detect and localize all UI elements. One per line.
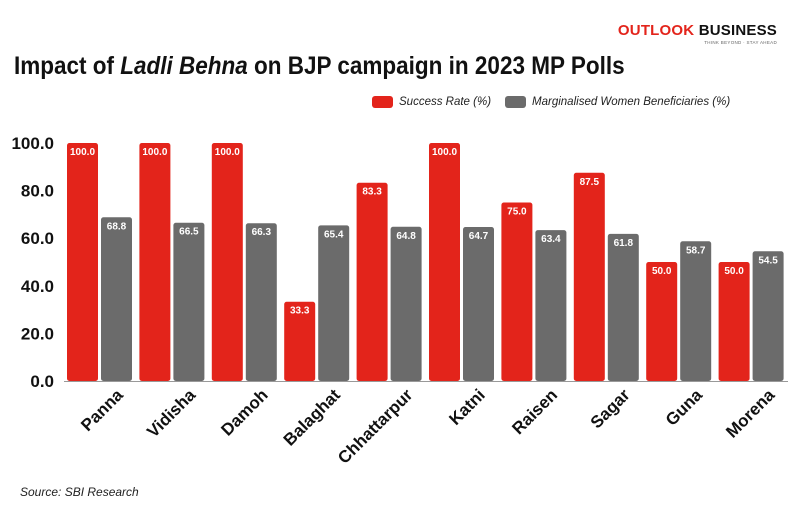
bar-success-rate [573, 172, 605, 381]
bar-success-rate [67, 143, 98, 381]
data-label-success-rate: 100.0 [70, 147, 95, 158]
bar-beneficiaries [463, 227, 494, 381]
title-scheme-name: Ladli Behna [120, 52, 248, 80]
data-label-success-rate: 33.3 [290, 306, 310, 317]
bar-beneficiaries [101, 217, 132, 381]
bar-beneficiaries [607, 233, 639, 381]
brand-tagline: THINK BEYOND · STAY AHEAD [704, 40, 777, 45]
legend-swatch-beneficiaries [505, 96, 527, 108]
x-category-label: Panna [77, 385, 127, 435]
data-label-beneficiaries: 58.7 [686, 245, 706, 256]
data-label-beneficiaries: 66.3 [252, 227, 272, 238]
bar-success-rate [718, 262, 750, 381]
bar-beneficiaries [752, 251, 784, 381]
y-tick-label: 20.0 [21, 324, 54, 343]
title-pre: Impact of [14, 52, 121, 80]
y-tick-label: 40.0 [21, 277, 54, 296]
data-label-success-rate: 100.0 [215, 147, 240, 158]
data-label-success-rate: 75.0 [507, 207, 527, 218]
data-label-success-rate: 83.3 [362, 187, 382, 198]
x-category-label: Chhattarpur [334, 385, 416, 467]
data-label-beneficiaries: 64.7 [469, 231, 489, 242]
data-label-success-rate: 50.0 [724, 266, 744, 277]
data-label-beneficiaries: 68.8 [107, 221, 127, 232]
brand-name-part1: OUTLOOK [617, 22, 695, 39]
bar-success-rate [501, 202, 533, 381]
legend-label-success-rate: Success Rate (%) [399, 96, 492, 108]
x-category-label: Vidisha [143, 385, 199, 441]
x-category-label: Morena [722, 385, 779, 442]
legend-label-beneficiaries: Marginalised Women Beneficiaries (%) [532, 96, 731, 108]
bar-beneficiaries [390, 226, 422, 381]
bar-beneficiaries [173, 222, 205, 381]
brand-name: OUTLOOK BUSINESS [618, 22, 777, 39]
data-label-beneficiaries: 65.4 [324, 229, 344, 240]
bar-success-rate [284, 301, 316, 381]
data-label-success-rate: 100.0 [142, 147, 167, 158]
bar-success-rate [429, 143, 460, 381]
data-label-beneficiaries: 61.8 [614, 238, 634, 249]
legend-swatch-success-rate [372, 96, 393, 108]
bar-beneficiaries [245, 223, 277, 381]
data-label-beneficiaries: 66.5 [179, 227, 199, 238]
source-note: Source: SBI Research [20, 485, 139, 499]
data-label-success-rate: 87.5 [580, 177, 600, 188]
bar-beneficiaries [680, 241, 712, 381]
legend-item-success-rate: Success Rate (%) [372, 96, 491, 108]
y-tick-label: 60.0 [21, 229, 54, 248]
x-category-label: Katni [445, 385, 488, 428]
bar-success-rate [646, 262, 678, 381]
chart-legend: Success Rate (%) Marginalised Women Bene… [372, 96, 744, 108]
data-label-success-rate: 100.0 [432, 147, 457, 158]
data-label-beneficiaries: 63.4 [541, 234, 561, 245]
x-category-label: Balaghat [280, 385, 344, 449]
y-tick-label: 80.0 [21, 182, 54, 201]
brand-logo: OUTLOOK BUSINESS THINK BEYOND · STAY AHE… [618, 22, 777, 45]
y-tick-label: 0.0 [30, 372, 54, 391]
data-label-beneficiaries: 64.8 [396, 231, 416, 242]
x-category-label: Damoh [217, 385, 271, 439]
x-category-label: Raisen [508, 385, 561, 438]
bar-success-rate [139, 143, 171, 381]
bar-beneficiaries [535, 230, 567, 381]
title-post: on BJP campaign in 2023 MP Polls [247, 52, 625, 80]
bar-success-rate [356, 182, 388, 381]
chart-title: Impact of Ladli Behna on BJP campaign in… [14, 52, 625, 81]
legend-item-beneficiaries: Marginalised Women Beneficiaries (%) [505, 96, 730, 108]
data-label-success-rate: 50.0 [652, 266, 672, 277]
brand-name-part2: BUSINESS [698, 22, 777, 39]
bar-beneficiaries [318, 225, 350, 381]
x-category-label: Sagar [587, 385, 634, 432]
x-category-label: Guna [662, 385, 707, 430]
bar-success-rate [211, 143, 243, 381]
y-tick-label: 100.0 [11, 134, 54, 153]
data-label-beneficiaries: 54.5 [758, 255, 778, 266]
